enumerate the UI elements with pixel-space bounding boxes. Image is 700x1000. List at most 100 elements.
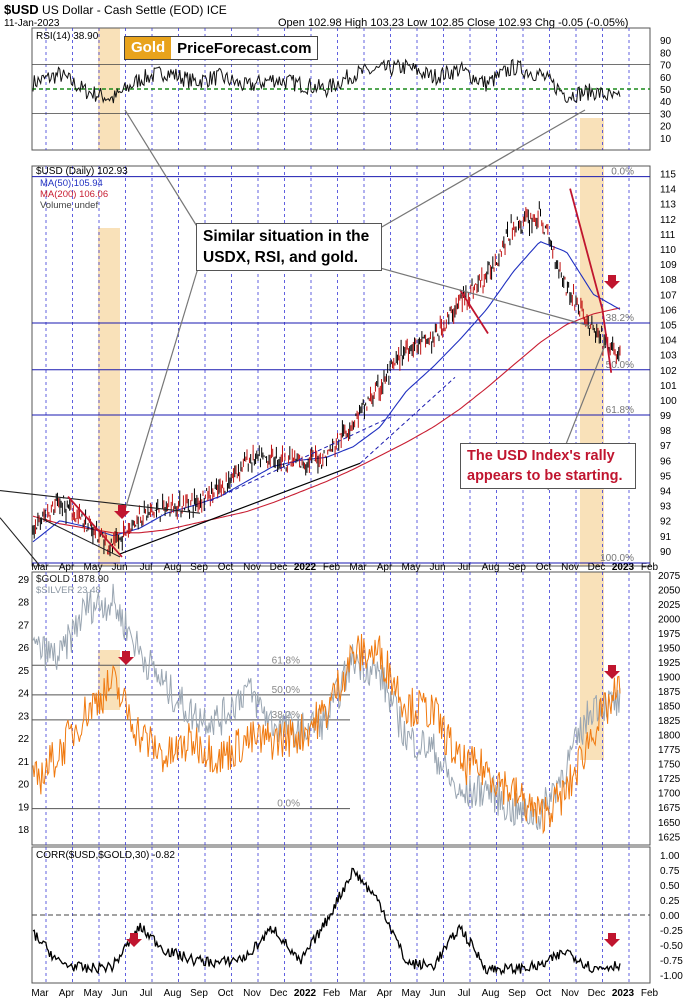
silver-tick-label: 19 — [18, 802, 30, 813]
gold-tick-label: 1775 — [658, 745, 681, 756]
ohlc-readout: Open 102.98 High 103.23 Low 102.85 Close… — [278, 17, 629, 29]
red-arrow-down-icon — [114, 505, 130, 519]
corr-tick-label: 0.25 — [660, 896, 680, 907]
x-tick-label: 2022 — [294, 562, 317, 573]
gold-tick-label: 2050 — [658, 585, 681, 596]
x-tick-label: Aug — [164, 562, 182, 573]
goldpriceforecast-logo: Gold PriceForecast.com — [124, 36, 319, 60]
gold-tick-label: 1675 — [658, 803, 681, 814]
decline-line — [459, 289, 489, 335]
usd-tick-label: 115 — [660, 170, 676, 181]
x-tick-label: Jul — [458, 988, 471, 999]
x-tick-label: Feb — [641, 988, 659, 999]
silver-line — [32, 583, 621, 830]
fib-label: 61.8% — [606, 405, 634, 416]
usd-tick-label: 90 — [660, 547, 672, 558]
x-tick-label: May — [402, 988, 421, 999]
silver-tick-label: 18 — [18, 825, 30, 836]
pointer-line — [379, 109, 586, 229]
silver-tick-label: 20 — [18, 780, 30, 791]
fib-label: 61.8% — [272, 655, 300, 666]
silver-tick-label: 22 — [18, 734, 30, 745]
usd-tick-label: 114 — [660, 185, 676, 196]
highlight-band — [580, 166, 604, 566]
ma50-legend: MA(50) 105.94 — [40, 178, 103, 189]
x-tick-label: Jul — [140, 562, 153, 573]
usd-tick-label: 92 — [660, 517, 672, 528]
x-tick-label: Sep — [508, 562, 526, 573]
gold-legend: $GOLD 1878.90 — [36, 574, 109, 585]
usd-panel-title: $USD (Daily) 102.93 — [36, 166, 128, 177]
gold-tick-label: 1750 — [658, 760, 681, 771]
exchange: ICE — [206, 3, 227, 17]
gold-tick-label: 1650 — [658, 818, 681, 829]
usd-tick-label: 112 — [660, 215, 676, 226]
gold-tick-label: 2000 — [658, 614, 681, 625]
usd-tick-label: 96 — [660, 456, 672, 467]
fib-label: 0.0% — [277, 799, 300, 810]
corr-tick-label: -0.50 — [660, 941, 683, 952]
x-tick-label: Oct — [218, 562, 234, 573]
highlight-band — [98, 228, 120, 566]
silver-tick-label: 24 — [18, 689, 30, 700]
corr-tick-label: 0.00 — [660, 911, 680, 922]
x-tick-label: Sep — [190, 988, 208, 999]
decline-line — [67, 495, 123, 558]
gold-tick-label: 1825 — [658, 716, 681, 727]
panel-frame — [31, 571, 651, 846]
corr-title: CORR($USD,$GOLD,30) -0.82 — [36, 850, 175, 861]
fib-label: 38.2% — [606, 313, 634, 324]
x-tick-label: Aug — [482, 988, 500, 999]
x-tick-label: 2022 — [294, 988, 317, 999]
gold-tick-label: 1850 — [658, 702, 681, 713]
ma200-line — [32, 307, 621, 534]
x-tick-label: May — [84, 988, 103, 999]
x-tick-label: Mar — [31, 988, 49, 999]
logo-gold: Gold — [125, 37, 172, 59]
x-tick-label: Feb — [641, 562, 659, 573]
gold-tick-label: 1950 — [658, 644, 681, 655]
usd-tick-label: 104 — [660, 336, 677, 347]
silver-tick-label: 28 — [18, 598, 30, 609]
decline-line — [569, 188, 613, 373]
ma50-line — [32, 241, 621, 543]
silver-tick-label: 25 — [18, 666, 30, 677]
chart-header-title: $USD US Dollar - Cash Settle (EOD) ICE — [4, 2, 227, 17]
x-tick-label: Dec — [270, 988, 288, 999]
rsi-tick-label: 60 — [660, 73, 672, 84]
corr-line — [32, 867, 621, 976]
usd-tick-label: 103 — [660, 351, 677, 362]
usd-tick-label: 110 — [660, 245, 676, 256]
x-tick-label: Jun — [429, 988, 445, 999]
red-arrow-down-icon — [118, 651, 134, 665]
x-tick-label: Sep — [190, 562, 208, 573]
x-tick-label: Mar — [31, 562, 49, 573]
x-tick-label: Feb — [323, 562, 341, 573]
rsi-tick-label: 50 — [660, 85, 672, 96]
x-tick-label: May — [84, 562, 103, 573]
x-tick-label: Apr — [377, 562, 393, 573]
x-tick-label: Apr — [59, 562, 75, 573]
x-tick-label: Nov — [243, 988, 261, 999]
x-tick-label: May — [402, 562, 421, 573]
x-tick-label: Nov — [561, 988, 579, 999]
x-tick-label: Mar — [349, 988, 367, 999]
x-tick-label: Dec — [270, 562, 288, 573]
silver-tick-label: 26 — [18, 643, 30, 654]
pointer-line — [124, 267, 199, 511]
corr-tick-label: -0.25 — [660, 926, 683, 937]
silver-tick-label: 27 — [18, 620, 30, 631]
callout-usd-rally: The USD Index's rally appears to be star… — [460, 443, 636, 489]
silver-tick-label: 29 — [18, 575, 30, 586]
trendline — [39, 517, 121, 558]
usd-tick-label: 97 — [660, 441, 672, 452]
usd-tick-label: 106 — [660, 305, 677, 316]
gold-tick-label: 1900 — [658, 673, 681, 684]
red-arrow-down-icon — [604, 275, 620, 289]
gold-tick-label: 2075 — [658, 571, 681, 582]
silver-tick-label: 23 — [18, 711, 30, 722]
support-trendline — [119, 462, 361, 555]
x-tick-label: Apr — [377, 988, 393, 999]
usd-tick-label: 102 — [660, 366, 677, 377]
